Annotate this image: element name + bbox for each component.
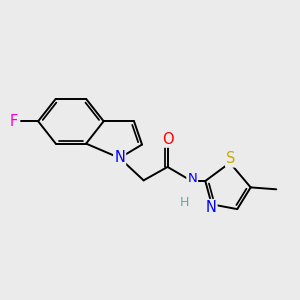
Text: N: N [206, 200, 217, 215]
Text: N: N [114, 151, 125, 166]
Text: O: O [162, 132, 173, 147]
Text: F: F [10, 114, 18, 129]
Text: H: H [179, 196, 189, 208]
Text: S: S [226, 152, 236, 166]
Text: N: N [187, 172, 197, 185]
